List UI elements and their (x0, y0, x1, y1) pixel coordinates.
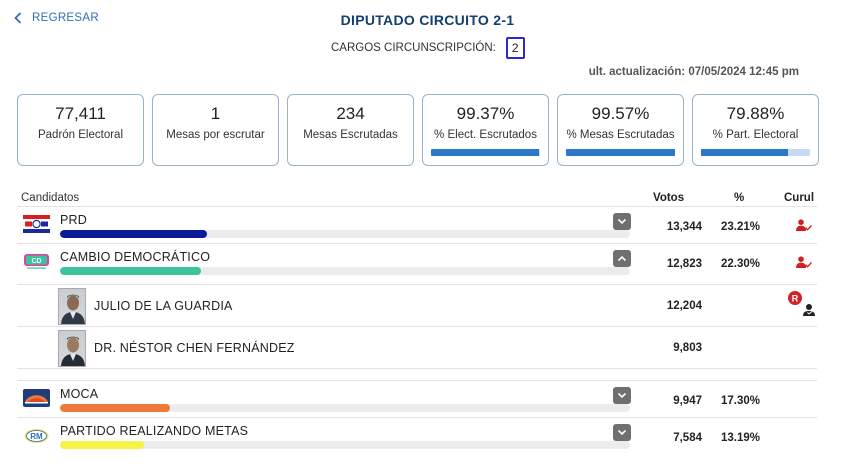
candidate-photo (58, 330, 86, 367)
stat-card-mesas-escrutadas: 234 Mesas Escrutadas (287, 94, 414, 166)
stat-value: 234 (336, 104, 365, 123)
stat-label: Mesas por escrutar (166, 129, 265, 141)
results-table-header: Candidatos Votos % Curul (21, 192, 816, 204)
last-updated: ult. actualización: 07/05/2024 12:45 pm (588, 66, 799, 78)
person-check-r-icon: R (788, 291, 815, 316)
expand-toggle-button[interactable] (613, 213, 631, 230)
prd-flag-logo (23, 215, 50, 233)
chevron-down-icon (617, 218, 627, 225)
chevron-down-icon (617, 392, 627, 399)
party-row-moca[interactable]: MOCA 9,947 17.30% (17, 380, 817, 417)
stat-value: 77,411 (55, 104, 106, 123)
progress-fill (566, 149, 675, 156)
stat-card-mesas-escrutadas-pct: 99.57% % Mesas Escrutadas (557, 94, 684, 166)
party-vote-bar-fill (60, 441, 144, 449)
cargos-value: 2 (505, 37, 525, 59)
party-pct: 13.19% (721, 432, 761, 444)
party-vote-bar (60, 267, 630, 275)
stat-value: 79.88% (726, 104, 785, 123)
stat-label: % Mesas Escrutadas (566, 129, 675, 141)
stat-label: Mesas Escrutadas (303, 129, 398, 141)
party-vote-bar-fill (60, 230, 207, 238)
col-header-curul: Curul (784, 192, 815, 204)
party-row-realizando-metas[interactable]: RM PARTIDO REALIZANDO METAS 7,584 13.19% (17, 417, 817, 454)
stat-card-elect-escrutados: 99.37% % Elect. Escrutados (422, 94, 549, 166)
party-row-cambio-democratico[interactable]: CD CAMBIO DEMOCRÁTICO 12,823 22.30% (17, 243, 817, 284)
stat-value: 99.37% (456, 104, 515, 123)
party-name: PARTIDO REALIZANDO METAS (60, 424, 249, 438)
party-vote-bar (60, 441, 630, 449)
results-table: PRD 13,344 23.21% CD CAMBIO DEMOCRÁTICO … (17, 206, 817, 454)
candidate-name: JULIO DE LA GUARDIA (94, 299, 233, 313)
back-label: REGRESAR (32, 12, 99, 24)
party-pct: 22.30% (721, 258, 761, 270)
candidate-votes: 12,204 (666, 300, 702, 312)
person-check-icon (796, 256, 812, 268)
col-header-candidatos: Candidatos (21, 192, 80, 204)
candidate-votes: 9,803 (673, 342, 702, 354)
candidate-row: JULIO DE LA GUARDIA 12,204 R (17, 284, 817, 326)
stats-row: 77,411 Padrón Electoral 1 Mesas por escr… (17, 94, 819, 166)
col-header-pct: % (734, 192, 745, 204)
stat-card-participacion: 79.88% % Part. Electoral (692, 94, 819, 166)
party-pct: 23.21% (721, 221, 761, 233)
party-vote-bar-fill (60, 404, 170, 412)
candidate-photo (58, 288, 86, 325)
candidate-name: DR. NÉSTOR CHEN FERNÁNDEZ (94, 341, 295, 355)
party-vote-bar (60, 404, 630, 412)
stat-label: % Part. Electoral (712, 129, 799, 141)
person-check-icon (796, 219, 812, 231)
chevron-down-icon (617, 429, 627, 436)
party-name: CAMBIO DEMOCRÁTICO (60, 250, 211, 264)
page-title: DIPUTADO CIRCUITO 2-1 (340, 12, 515, 28)
party-row-prd[interactable]: PRD 13,344 23.21% (17, 206, 817, 243)
stat-label: Padrón Electoral (37, 129, 124, 141)
col-header-votos: Votos (653, 192, 685, 204)
moca-logo (23, 389, 50, 407)
progress-fill (701, 149, 789, 156)
expand-toggle-button[interactable] (613, 387, 631, 404)
chevron-left-icon (14, 12, 22, 24)
stat-card-padron: 77,411 Padrón Electoral (17, 94, 144, 166)
rm-logo: RM (23, 426, 50, 444)
svg-text:CD: CD (31, 258, 41, 265)
stat-card-mesas-por-escrutar: 1 Mesas por escrutar (152, 94, 279, 166)
party-votes: 12,823 (666, 258, 702, 270)
party-votes: 13,344 (666, 221, 702, 233)
back-button[interactable]: REGRESAR (14, 12, 99, 24)
stat-label: % Elect. Escrutados (434, 129, 537, 141)
party-votes: 7,584 (673, 432, 702, 444)
party-vote-bar-fill (60, 267, 202, 275)
party-pct: 17.30% (721, 395, 761, 407)
collapse-toggle-button[interactable] (613, 250, 631, 267)
expand-toggle-button[interactable] (613, 424, 631, 441)
party-vote-bar (60, 230, 630, 238)
stat-value: 1 (210, 104, 221, 123)
reelection-badge-text: R (792, 294, 799, 304)
party-name: PRD (60, 213, 87, 227)
cd-logo: CD (23, 252, 50, 270)
cargos-label: CARGOS CIRCUNSCRIPCIÓN: (331, 42, 496, 54)
progress-bar (566, 149, 675, 156)
chevron-up-icon (617, 255, 627, 262)
candidate-row: DR. NÉSTOR CHEN FERNÁNDEZ 9,803 (17, 326, 817, 368)
progress-bar (431, 149, 540, 156)
cargos-info: CARGOS CIRCUNSCRIPCIÓN: 2 (331, 37, 525, 59)
party-name: MOCA (60, 387, 99, 401)
party-votes: 9,947 (673, 395, 702, 407)
progress-fill (431, 149, 540, 156)
stat-value: 99.57% (591, 104, 650, 123)
progress-bar (701, 149, 810, 156)
svg-text:RM: RM (30, 432, 43, 441)
